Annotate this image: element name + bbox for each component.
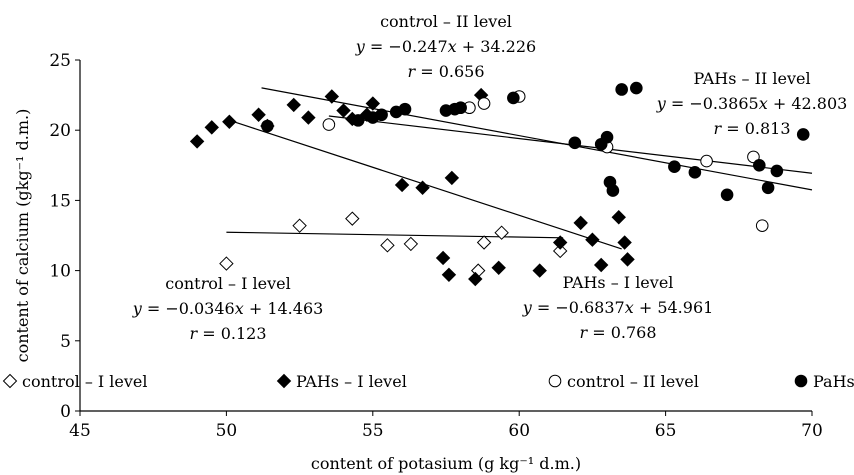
annotation-text: y = −0.3865x + 42.803 xyxy=(656,94,848,113)
pahs-ii-point xyxy=(351,114,365,127)
y-tick-label: 20 xyxy=(49,121,71,141)
pahs-ii-point xyxy=(507,91,520,105)
annotation-text: control – II level xyxy=(380,12,512,31)
pahs-i-point xyxy=(189,134,205,149)
pahs-ii-point xyxy=(615,83,628,96)
axes: 45 50 55 60 65 70 0 5 10 15 20 25 content of potasiu… xyxy=(13,51,823,473)
control-i-point xyxy=(552,243,568,259)
pahs-i-point xyxy=(251,107,266,122)
pahs-ii-point xyxy=(261,119,274,133)
pahs-i-point xyxy=(611,210,626,225)
pahs-ii-point xyxy=(600,130,614,144)
trendline xyxy=(261,87,813,191)
legend-marker xyxy=(794,374,808,388)
y-tick-label: 15 xyxy=(49,191,71,211)
pahs-ii-point xyxy=(761,181,775,195)
pahs-ii-point xyxy=(668,160,681,174)
pahs-i-point xyxy=(222,114,237,129)
pahs-ii-point xyxy=(720,188,734,202)
y-axis-label: content of calcium (gkg⁻¹ d.m.) xyxy=(13,109,32,363)
legend-label: PaHs – II level xyxy=(813,372,854,391)
x-tick-label: 70 xyxy=(801,421,823,441)
control-i-point xyxy=(219,256,234,271)
legend-marker xyxy=(276,373,292,389)
pahs-ii-point xyxy=(398,102,412,116)
pahs-i-point xyxy=(468,271,483,287)
pahs-i-point xyxy=(552,235,568,250)
x-tick-label: 55 xyxy=(362,421,384,441)
legend: control – I level PAHs – I level control –… xyxy=(2,372,854,391)
annotation-text: PAHs – I level xyxy=(563,273,674,292)
pahs-i-point xyxy=(585,232,600,247)
x-tick-label: 45 xyxy=(69,421,91,441)
annotation-text: r = 0.768 xyxy=(579,323,656,342)
pahs-i-point xyxy=(593,257,609,273)
pahs-i-point xyxy=(415,180,430,195)
pahs-ii-point xyxy=(568,136,582,150)
x-tick-label: 60 xyxy=(508,421,530,441)
annotation-text: y = −0.6837x + 54.961 xyxy=(522,298,714,317)
control-ii-point xyxy=(477,97,491,110)
pahs-i-point xyxy=(286,97,301,113)
control-ii-point xyxy=(700,154,713,168)
pahs-i-point xyxy=(336,103,351,118)
annotation-text: r = 0.123 xyxy=(189,324,266,343)
trendline xyxy=(226,231,564,239)
pahs-i-point xyxy=(301,110,316,125)
pahs-ii-point xyxy=(606,184,620,197)
y-tick-label: 0 xyxy=(60,402,71,422)
x-tick-label: 65 xyxy=(655,421,677,441)
legend-marker xyxy=(2,373,18,389)
pahs-i-point xyxy=(617,235,632,250)
x-tick-label: 50 xyxy=(216,421,238,441)
legend-label: control – II level xyxy=(567,372,699,391)
x-axis-label: content of potasium (g kg⁻¹ d.m.) xyxy=(311,454,581,473)
pahs-i-point xyxy=(491,260,506,275)
pahs-i-point xyxy=(365,96,381,111)
pahs-i-point xyxy=(324,89,340,104)
data-points xyxy=(189,81,810,287)
control-i-point xyxy=(380,238,395,253)
pahs-i-point xyxy=(394,177,410,193)
y-tick-label: 25 xyxy=(49,51,71,71)
pahs-i-point xyxy=(435,250,451,266)
legend-marker xyxy=(548,374,562,388)
pahs-ii-point xyxy=(454,101,467,115)
annotations: control – II level y = −0.247x + 34.226 r … xyxy=(132,12,848,343)
y-tick-label: 10 xyxy=(49,262,71,282)
legend-label: control – I level xyxy=(22,372,148,391)
pahs-ii-point xyxy=(375,108,388,122)
annotation-text: y = −0.247x + 34.226 xyxy=(355,37,536,56)
pahs-i-point xyxy=(620,252,635,267)
control-i-point xyxy=(403,236,419,252)
pahs-ii-point xyxy=(630,81,643,95)
legend-label: PAHs – I level xyxy=(296,372,407,391)
pahs-i-point xyxy=(204,120,219,135)
pahs-ii-point xyxy=(688,166,702,179)
control-i-point xyxy=(476,235,492,250)
annotation-text: r = 0.813 xyxy=(713,119,790,138)
annotation-text: control – I level xyxy=(165,274,291,293)
pahs-i-point xyxy=(532,263,547,278)
annotation-text: PAHs – II level xyxy=(693,69,810,88)
control-i-point xyxy=(494,225,509,240)
pahs-i-point xyxy=(441,267,457,283)
control-ii-point xyxy=(755,219,769,232)
pahs-i-point xyxy=(573,215,588,231)
pahs-i-point xyxy=(444,170,460,186)
pahs-ii-point xyxy=(770,164,784,178)
control-i-point xyxy=(345,211,360,226)
control-i-point xyxy=(292,218,307,233)
annotation-text: r = 0.656 xyxy=(407,62,484,81)
pahs-ii-point xyxy=(752,159,766,172)
control-ii-point xyxy=(322,118,336,131)
pahs-ii-point xyxy=(796,128,810,141)
annotation-text: y = −0.0346x + 14.463 xyxy=(132,299,324,318)
y-tick-label: 5 xyxy=(60,332,71,352)
